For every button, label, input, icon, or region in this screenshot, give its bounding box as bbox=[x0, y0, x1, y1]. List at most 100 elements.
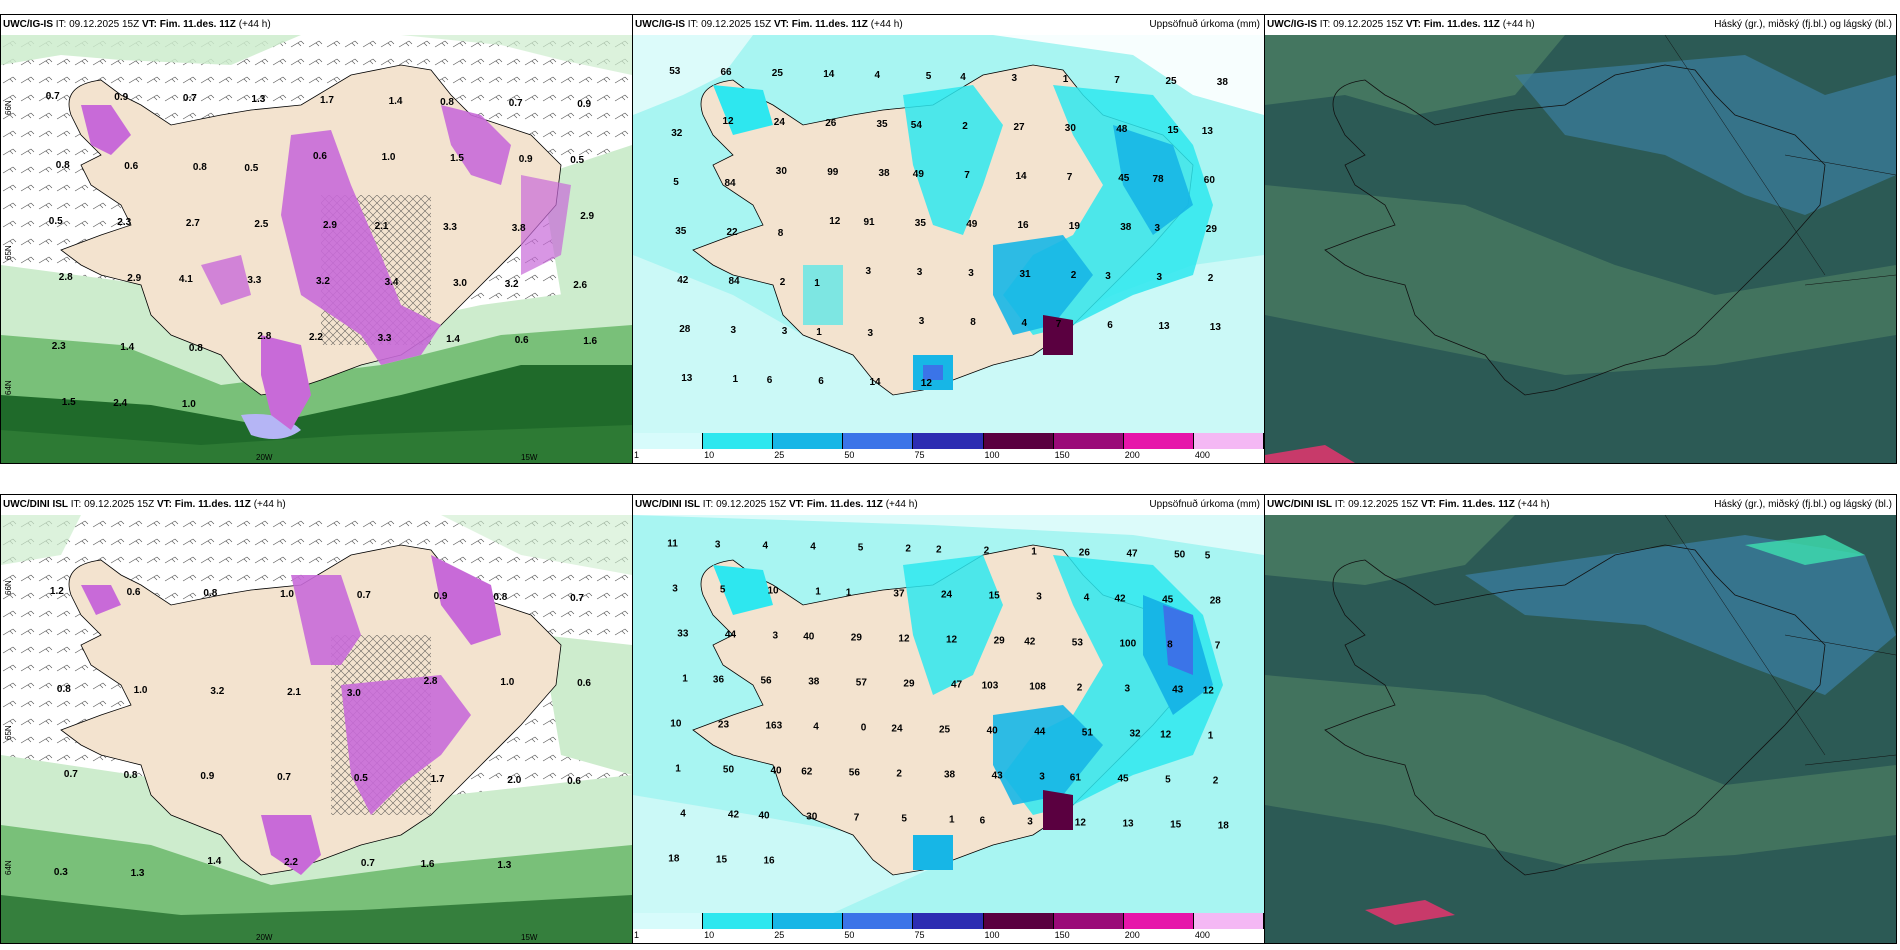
legend-tick: 1 bbox=[634, 450, 640, 460]
value-label: 33 bbox=[677, 629, 689, 640]
value-label: 15 bbox=[1168, 125, 1180, 136]
it-value: 09.12.2025 15Z bbox=[69, 19, 140, 30]
wind-map: 66N 65N 64N 20W 15W 0.7 0.9 0.7 1.3 1.7 1.4 0.… bbox=[1, 35, 632, 463]
value-label: 3 bbox=[1036, 592, 1042, 603]
value-label: 36 bbox=[713, 675, 725, 686]
value-label: 3.3 bbox=[443, 222, 457, 233]
it-value: 09.12.2025 15Z bbox=[84, 499, 155, 510]
value-label: 78 bbox=[1153, 174, 1165, 185]
legend-tick: 400 bbox=[1194, 930, 1210, 940]
value-label: 1.0 bbox=[134, 685, 148, 696]
value-label: 7 bbox=[854, 813, 860, 824]
value-label: 0.6 bbox=[127, 587, 141, 598]
value-label: 5 bbox=[901, 814, 907, 825]
legend-tick: 150 bbox=[1054, 450, 1070, 460]
value-label: 2.2 bbox=[284, 857, 298, 868]
lat-label-64n: 64N bbox=[4, 380, 13, 395]
value-label: 0.7 bbox=[361, 858, 375, 869]
value-label: 0.9 bbox=[519, 154, 533, 165]
vt-label: VT: bbox=[156, 499, 172, 510]
value-label: 32 bbox=[1130, 729, 1142, 740]
value-label: 28 bbox=[1210, 596, 1222, 607]
value-label: 23 bbox=[718, 720, 730, 731]
value-label: 1 bbox=[1063, 74, 1069, 85]
value-label: 35 bbox=[915, 218, 927, 229]
value-label: 3 bbox=[715, 540, 721, 551]
value-label: 50 bbox=[1174, 550, 1186, 561]
value-label: 57 bbox=[856, 678, 868, 689]
value-label: 5 bbox=[1205, 551, 1211, 562]
cloud-map bbox=[1265, 515, 1896, 943]
vt-value: Fim. 11.des. 11Z bbox=[791, 19, 868, 30]
value-label: 1.6 bbox=[421, 859, 435, 870]
value-label: 49 bbox=[913, 169, 925, 180]
value-label: 42 bbox=[677, 275, 689, 286]
value-label: 66 bbox=[721, 67, 733, 78]
value-label: 0.9 bbox=[434, 591, 448, 602]
legend-swatch bbox=[1053, 913, 1124, 929]
value-label: 3.8 bbox=[512, 223, 526, 234]
vt-value: Fim. 11.des. 11Z bbox=[1438, 499, 1515, 510]
value-label: 1.7 bbox=[431, 774, 445, 785]
value-label: 2 bbox=[984, 546, 990, 557]
value-label: 1.4 bbox=[120, 342, 134, 353]
legend-swatch bbox=[703, 433, 774, 449]
value-label: 26 bbox=[825, 118, 837, 129]
value-label: 1.7 bbox=[320, 95, 334, 106]
value-label: 1 bbox=[814, 278, 820, 289]
value-label: 49 bbox=[966, 219, 978, 230]
model-name: UWC/IG-IS bbox=[1267, 19, 1317, 30]
value-label: 16 bbox=[764, 856, 776, 867]
precip-title: Uppsöfnuð úrkoma (mm) bbox=[1149, 499, 1260, 510]
lead-time: (+44 h) bbox=[1517, 499, 1550, 510]
value-label: 3 bbox=[866, 266, 872, 277]
value-label: 2 bbox=[1208, 273, 1214, 284]
value-label: 3 bbox=[773, 631, 779, 642]
legend-tick: 25 bbox=[774, 450, 785, 460]
value-label: 45 bbox=[1162, 595, 1174, 606]
value-label: 12 bbox=[1203, 686, 1215, 697]
value-label: 0.8 bbox=[203, 588, 217, 599]
vt-label: VT: bbox=[141, 19, 157, 30]
legend-swatch bbox=[913, 913, 984, 929]
value-label: 0.6 bbox=[313, 151, 327, 162]
value-label: 6 bbox=[980, 816, 986, 827]
value-label: 42 bbox=[1024, 637, 1036, 648]
cloud-title: Háský (gr.), miðský (fj.bl.) og lágský (… bbox=[1714, 499, 1892, 510]
value-label: 1.0 bbox=[182, 399, 196, 410]
value-label: 0.8 bbox=[189, 343, 203, 354]
value-label: 6 bbox=[818, 376, 824, 387]
legend-swatch bbox=[773, 913, 844, 929]
value-label: 3 bbox=[1157, 272, 1163, 283]
value-label: 1.0 bbox=[280, 589, 294, 600]
value-label: 14 bbox=[1016, 171, 1028, 182]
value-label: 25 bbox=[772, 68, 784, 79]
value-label: 2 bbox=[780, 277, 786, 288]
value-label: 2.9 bbox=[323, 220, 337, 231]
vt-value: Fim. 11.des. 11Z bbox=[159, 19, 236, 30]
value-label: 1.0 bbox=[500, 677, 514, 688]
panel-title: UWC/IG-IS IT: 09.12.2025 15Z VT: Fim. 11… bbox=[1, 15, 632, 35]
legend-tick: 400 bbox=[1194, 450, 1210, 460]
legend-swatch bbox=[843, 433, 914, 449]
vt-label: VT: bbox=[788, 499, 804, 510]
value-label: 7 bbox=[1114, 75, 1120, 86]
value-label: 4 bbox=[810, 542, 816, 553]
value-label: 5 bbox=[858, 543, 864, 554]
legend-swatch bbox=[1123, 913, 1194, 929]
value-label: 43 bbox=[992, 771, 1004, 782]
value-label: 0.8 bbox=[124, 770, 138, 781]
value-label: 11 bbox=[667, 539, 678, 550]
it-label: IT: bbox=[1319, 19, 1331, 30]
value-label: 3 bbox=[917, 267, 923, 278]
panel-title: UWC/DINI ISL IT: 09.12.2025 15Z VT: Fim.… bbox=[1, 495, 632, 515]
value-label: 3.0 bbox=[347, 688, 361, 699]
panel-row2-precip: UWC/DINI ISL IT: 09.12.2025 15Z VT: Fim.… bbox=[632, 494, 1265, 944]
value-label: 0.6 bbox=[567, 776, 581, 787]
value-label: 40 bbox=[803, 632, 815, 643]
value-label: 0.3 bbox=[54, 867, 68, 878]
legend-tick: 150 bbox=[1054, 930, 1070, 940]
value-label: 12 bbox=[1160, 730, 1172, 741]
